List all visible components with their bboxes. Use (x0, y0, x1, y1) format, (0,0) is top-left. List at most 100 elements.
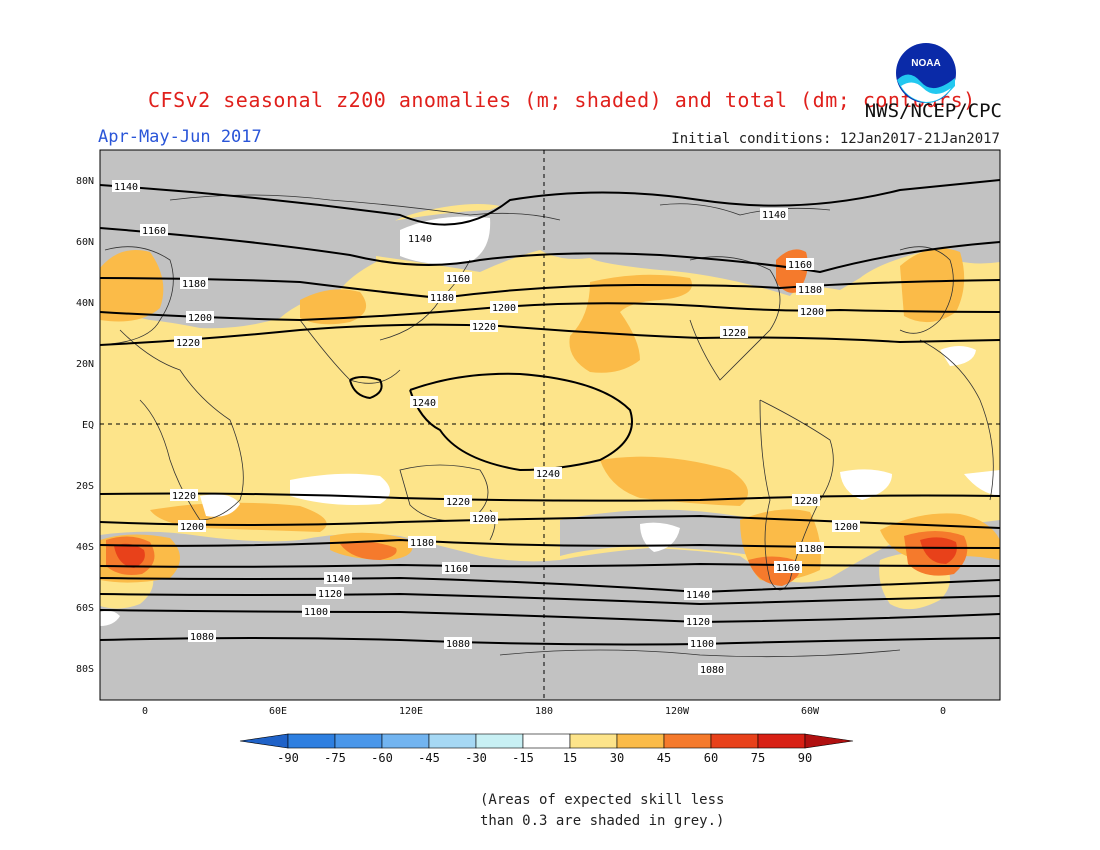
contour-1160-n (100, 227, 1000, 274)
contour-1140-n (100, 179, 1000, 226)
lat-label: 40N (76, 298, 94, 309)
lat-label: 80S (76, 664, 94, 675)
contour-1160-s (100, 562, 1000, 568)
contour-label: 1140 (408, 234, 432, 245)
neutral-patch-5 (840, 469, 892, 500)
contour-1240-small (349, 376, 383, 400)
contour-label: 1180 (410, 538, 434, 549)
contour-label: 1180 (798, 285, 822, 296)
initial-conditions-label: Initial conditions: 12Jan2017-21Jan2017 (671, 131, 1000, 147)
neutral-patch-1 (400, 216, 491, 264)
contour-label: 1100 (304, 607, 328, 618)
colorbar-tick-label: -75 (324, 751, 346, 765)
lat-label: 40S (76, 542, 94, 553)
contour-label: 1140 (114, 182, 138, 193)
contour-label: 1240 (536, 469, 560, 480)
lat-label: 20S (76, 481, 94, 492)
colorbar-tick-label: 75 (751, 751, 765, 765)
anomaly-patch-atlantic-n (100, 250, 164, 322)
colorbar-segment (616, 733, 665, 749)
map-title: CFSv2 seasonal z200 anomalies (m; shaded… (148, 88, 976, 112)
contour-label: 1200 (180, 522, 204, 533)
colorbar-tick-label: -60 (371, 751, 393, 765)
grey-region-south (100, 520, 1000, 700)
anomaly-patch-strong-6 (340, 541, 397, 560)
map-panel (100, 150, 1000, 700)
contour-label: 1240 (412, 398, 436, 409)
neutral-patch-7 (964, 470, 1000, 496)
contour-1220-s (100, 492, 1000, 502)
contour-label: 1140 (326, 574, 350, 585)
anomaly-patch-asia (300, 289, 367, 325)
anomaly-patch-atlantic-n-2 (900, 248, 965, 323)
contour-label: 1080 (700, 665, 724, 676)
contour-label: 1200 (188, 313, 212, 324)
contour-label: 1180 (182, 279, 206, 290)
contour-label: 1080 (190, 632, 214, 643)
contour-1080-s (100, 637, 1000, 646)
lon-label: 60W (801, 706, 820, 717)
contour-1120-s (100, 592, 1000, 606)
contour-label: 1220 (472, 322, 496, 333)
lon-label: 120W (665, 706, 690, 717)
colorbar-segment (428, 733, 477, 749)
lat-label: 20N (76, 359, 94, 370)
colorbar-segment (569, 733, 618, 749)
contour-1140-s (100, 576, 1000, 594)
colorbar-segment (287, 733, 336, 749)
neutral-patch-8 (100, 610, 120, 626)
contour-label: 1180 (430, 293, 454, 304)
season-label: Apr-May-Jun 2017 (98, 127, 262, 147)
lon-label: 60E (269, 706, 287, 717)
colorbar-tick-label: 60 (704, 751, 718, 765)
neutral-patch-4 (940, 346, 976, 366)
colorbar-arrow-high (804, 733, 854, 749)
colorbar-segment (475, 733, 524, 749)
lon-axis: 0 60E 120E 180 120W 60W 0 (142, 706, 946, 717)
colorbar-segment (522, 733, 571, 749)
colorbar-tick-label: 45 (657, 751, 671, 765)
contour-label: 1200 (800, 307, 824, 318)
lat-label: 80N (76, 176, 94, 187)
contour-label: 1220 (794, 496, 818, 507)
agency-label: NWS/NCEP/CPC (864, 100, 1002, 122)
lon-label: 0 (142, 706, 148, 717)
lat-label: 60S (76, 603, 94, 614)
grey-region-north-2 (740, 150, 1000, 262)
colorbar-tick-label: 15 (563, 751, 577, 765)
contour-label: 1200 (834, 522, 858, 533)
contour-label: 1160 (142, 226, 166, 237)
contour-label: 1220 (722, 328, 746, 339)
contour-1240-tropics (409, 372, 633, 472)
lon-label: 120E (399, 706, 423, 717)
colorbar-segment (710, 733, 759, 749)
colorbar-tick-label: -45 (418, 751, 440, 765)
contour-label: 1140 (686, 590, 710, 601)
colorbar-tick-label: -30 (465, 751, 487, 765)
contour-label: 1160 (788, 260, 812, 271)
contour-label: 1220 (172, 491, 196, 502)
anomaly-patch-s-pacific (600, 456, 748, 506)
colorbar-arrow-low (239, 733, 289, 749)
contour-label: 1200 (492, 303, 516, 314)
skill-footnote: (Areas of expected skill less than 0.3 a… (480, 790, 724, 832)
contour-label: 1160 (446, 274, 470, 285)
colorbar: -90 -75 -60 -45 -30 -15 15 30 45 60 75 90 (239, 733, 854, 765)
contour-1100-s (100, 609, 1000, 624)
contour-label: 1120 (318, 589, 342, 600)
contour-label: 1180 (798, 544, 822, 555)
anomaly-patch-strong-4 (920, 537, 957, 564)
contour-label: 1100 (690, 639, 714, 650)
contour-1180-s (100, 538, 1000, 549)
height-contours (100, 179, 1000, 646)
contour-label: 1140 (762, 210, 786, 221)
skill-footnote-line-2: than 0.3 are shaded in grey.) (480, 813, 725, 829)
contour-label: 1080 (446, 639, 470, 650)
noaa-logo: NOAA (896, 43, 956, 104)
contour-label: 1220 (446, 497, 470, 508)
colorbar-segment (757, 733, 806, 749)
lon-label: 0 (940, 706, 946, 717)
contour-label: 1120 (686, 617, 710, 628)
lat-axis: 80N 60N 40N 20N EQ 20S 40S 60S 80S (76, 176, 94, 675)
